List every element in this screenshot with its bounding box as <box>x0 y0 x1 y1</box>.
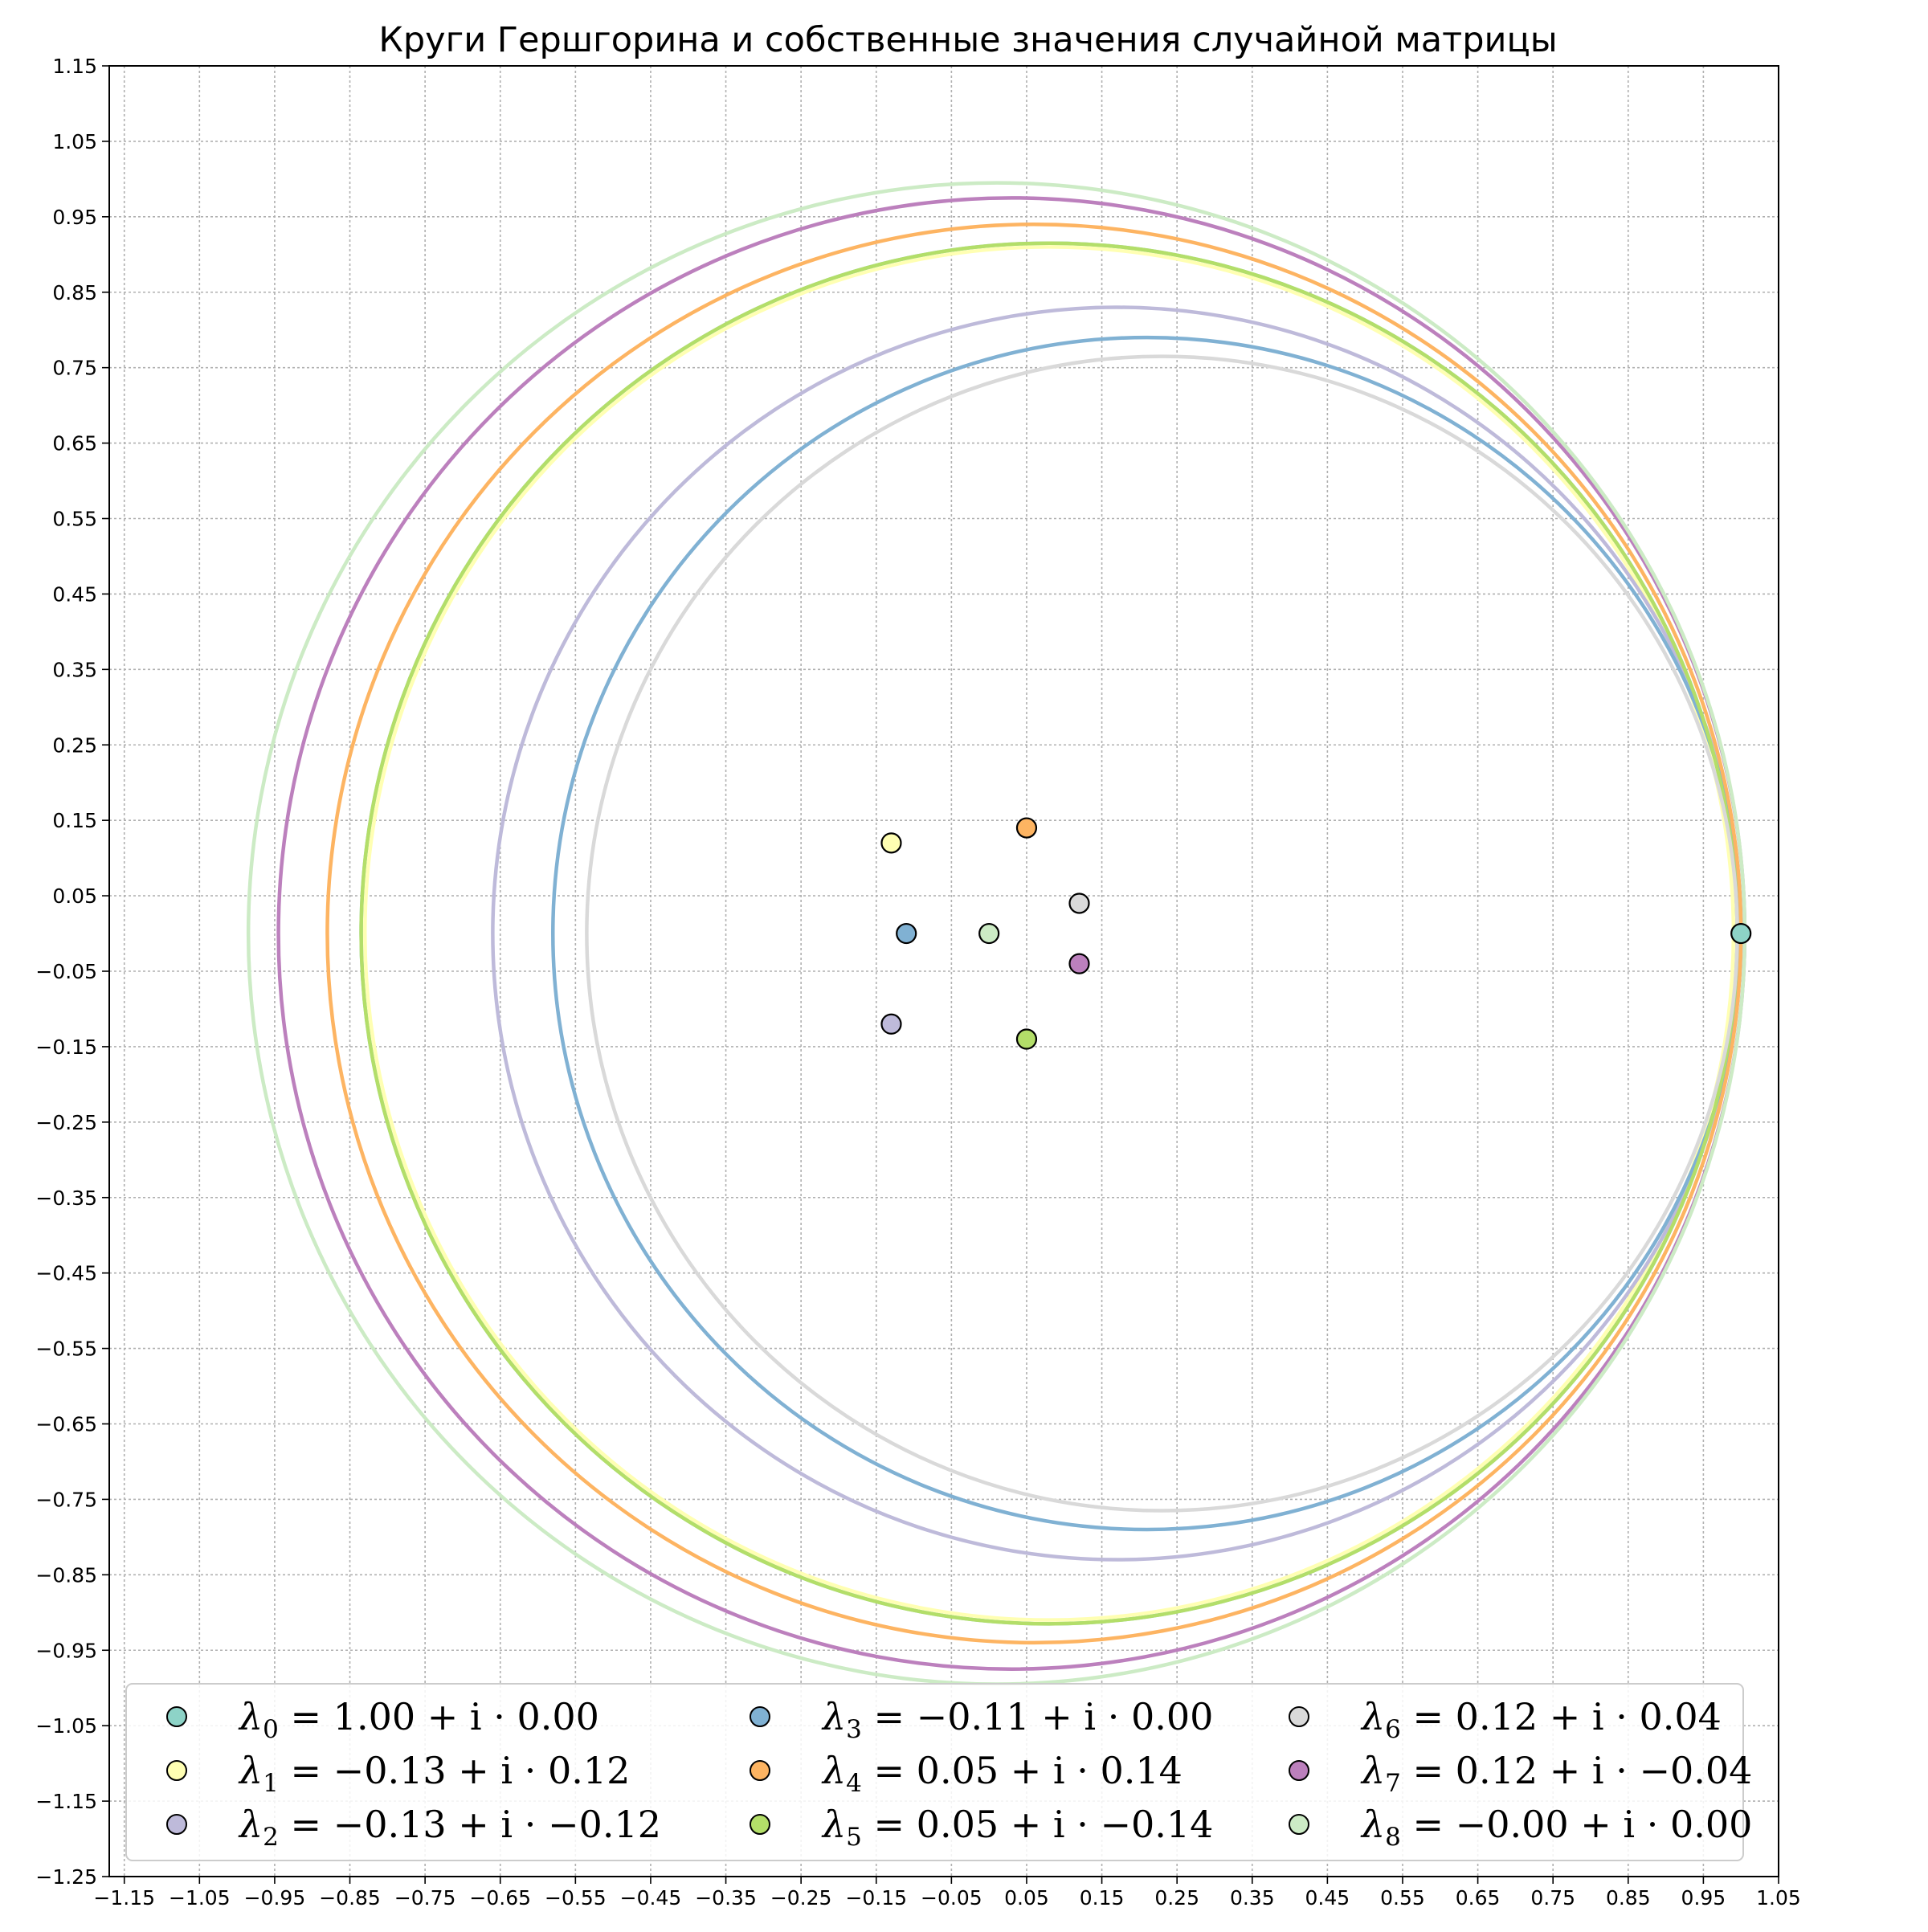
y-tick-label: −0.55 <box>35 1338 97 1361</box>
x-tick-label: 0.75 <box>1530 1886 1575 1910</box>
legend-marker-5 <box>750 1815 770 1834</box>
y-tick-label: −0.25 <box>35 1111 97 1134</box>
eigenvalue-point-7 <box>1069 954 1089 974</box>
eigenvalue-point-0 <box>1731 924 1750 943</box>
eigenvalue-point-8 <box>979 924 999 943</box>
legend: λ0 = 1.00 + i · 0.00 λ1 = −0.13 + i · 0.1… <box>126 1684 1752 1861</box>
x-tick-label: −0.15 <box>845 1886 907 1910</box>
legend-marker-0 <box>167 1707 186 1726</box>
eigenvalue-points <box>881 819 1750 1049</box>
y-tick-label: −0.35 <box>35 1187 97 1210</box>
eigenvalue-point-1 <box>881 833 901 852</box>
y-tick-label: −0.75 <box>35 1488 97 1511</box>
legend-marker-1 <box>167 1761 186 1780</box>
legend-label-1: λ1 = −0.13 + i · 0.12 <box>238 1749 630 1798</box>
x-tick-label: −0.35 <box>695 1886 757 1910</box>
legend-marker-8 <box>1289 1815 1309 1834</box>
legend-label-6: λ6 = 0.12 + i · 0.04 <box>1360 1695 1722 1744</box>
y-tick-label: −1.05 <box>35 1714 97 1738</box>
eigenvalue-point-2 <box>881 1015 901 1034</box>
x-tick-label: −0.45 <box>620 1886 682 1910</box>
legend-marker-3 <box>750 1707 770 1726</box>
y-tick-label: 0.95 <box>52 206 97 229</box>
x-tick-label: 0.85 <box>1606 1886 1651 1910</box>
x-tick-label: 0.05 <box>1004 1886 1049 1910</box>
legend-label-4: λ4 = 0.05 + i · 0.14 <box>821 1749 1183 1798</box>
legend-label-7: λ7 = 0.12 + i · −0.04 <box>1360 1749 1752 1798</box>
y-tick-label: 0.85 <box>52 281 97 304</box>
y-tick-label: 0.05 <box>52 884 97 908</box>
eigenvalue-point-4 <box>1017 819 1036 838</box>
gershgorin-circle-2 <box>492 308 1741 1560</box>
x-tick-label: −0.75 <box>394 1886 456 1910</box>
legend-label-3: λ3 = −0.11 + i · 0.00 <box>821 1695 1213 1744</box>
x-tick-label: −0.05 <box>921 1886 982 1910</box>
x-tick-label: −1.15 <box>93 1886 155 1910</box>
eigenvalue-point-3 <box>897 924 916 943</box>
x-tick-label: 0.25 <box>1154 1886 1199 1910</box>
y-tick-label: −1.15 <box>35 1790 97 1813</box>
legend-marker-2 <box>167 1815 186 1834</box>
gershgorin-circle-5 <box>362 243 1738 1624</box>
y-tick-label: 0.55 <box>52 508 97 531</box>
y-tick-label: −0.85 <box>35 1563 97 1587</box>
y-tick-label: 0.75 <box>52 357 97 380</box>
gershgorin-circle-3 <box>553 337 1741 1530</box>
y-tick-label: −0.05 <box>35 960 97 983</box>
y-tick-label: 0.25 <box>52 733 97 757</box>
x-tick-label: 1.05 <box>1756 1886 1801 1910</box>
y-tick-label: 0.35 <box>52 658 97 681</box>
x-tick-label: −1.05 <box>169 1886 231 1910</box>
gershgorin-circle-7 <box>279 198 1745 1669</box>
x-tick-label: 0.65 <box>1456 1886 1501 1910</box>
y-tick-label: 0.65 <box>52 432 97 455</box>
x-tick-label: −0.25 <box>770 1886 832 1910</box>
legend-marker-4 <box>750 1761 770 1780</box>
x-tick-label: −0.65 <box>469 1886 531 1910</box>
legend-marker-7 <box>1289 1761 1309 1780</box>
x-tick-label: −0.85 <box>319 1886 381 1910</box>
y-tick-label: −0.95 <box>35 1639 97 1662</box>
legend-label-2: λ2 = −0.13 + i · −0.12 <box>238 1803 661 1852</box>
gershgorin-circle-6 <box>586 357 1737 1511</box>
y-tick-label: 0.45 <box>52 582 97 606</box>
x-tick-label: 0.95 <box>1681 1886 1726 1910</box>
legend-label-8: λ8 = −0.00 + i · 0.00 <box>1360 1803 1752 1852</box>
gershgorin-circle-1 <box>365 247 1734 1620</box>
chart-title: Круги Гершгорина и собственные значения … <box>378 20 1557 60</box>
y-tick-label: −1.25 <box>35 1865 97 1889</box>
x-tick-label: 0.45 <box>1305 1886 1350 1910</box>
grid-lines <box>109 66 1779 1877</box>
x-tick-label: 0.55 <box>1380 1886 1425 1910</box>
axis-ticks: −1.15 −1.05 −0.95 −0.85 −0.75 −0.65 −0.55 −0.45… <box>35 55 1800 1910</box>
x-tick-label: −0.55 <box>545 1886 607 1910</box>
legend-label-0: λ0 = 1.00 + i · 0.00 <box>238 1695 599 1744</box>
legend-marker-6 <box>1289 1707 1309 1726</box>
y-tick-label: 1.05 <box>52 130 97 153</box>
y-tick-label: 0.15 <box>52 809 97 832</box>
x-tick-label: 0.35 <box>1230 1886 1275 1910</box>
y-tick-label: −0.65 <box>35 1413 97 1436</box>
eigenvalue-point-6 <box>1069 893 1089 913</box>
y-tick-label: −0.45 <box>35 1262 97 1285</box>
x-tick-label: −0.95 <box>244 1886 306 1910</box>
legend-label-5: λ5 = 0.05 + i · −0.14 <box>821 1803 1213 1852</box>
y-tick-label: −0.15 <box>35 1035 97 1059</box>
gershgorin-circle-0 <box>362 243 1738 1624</box>
eigenvalue-point-5 <box>1017 1030 1036 1049</box>
y-tick-label: 1.15 <box>52 55 97 78</box>
x-tick-label: 0.15 <box>1080 1886 1125 1910</box>
